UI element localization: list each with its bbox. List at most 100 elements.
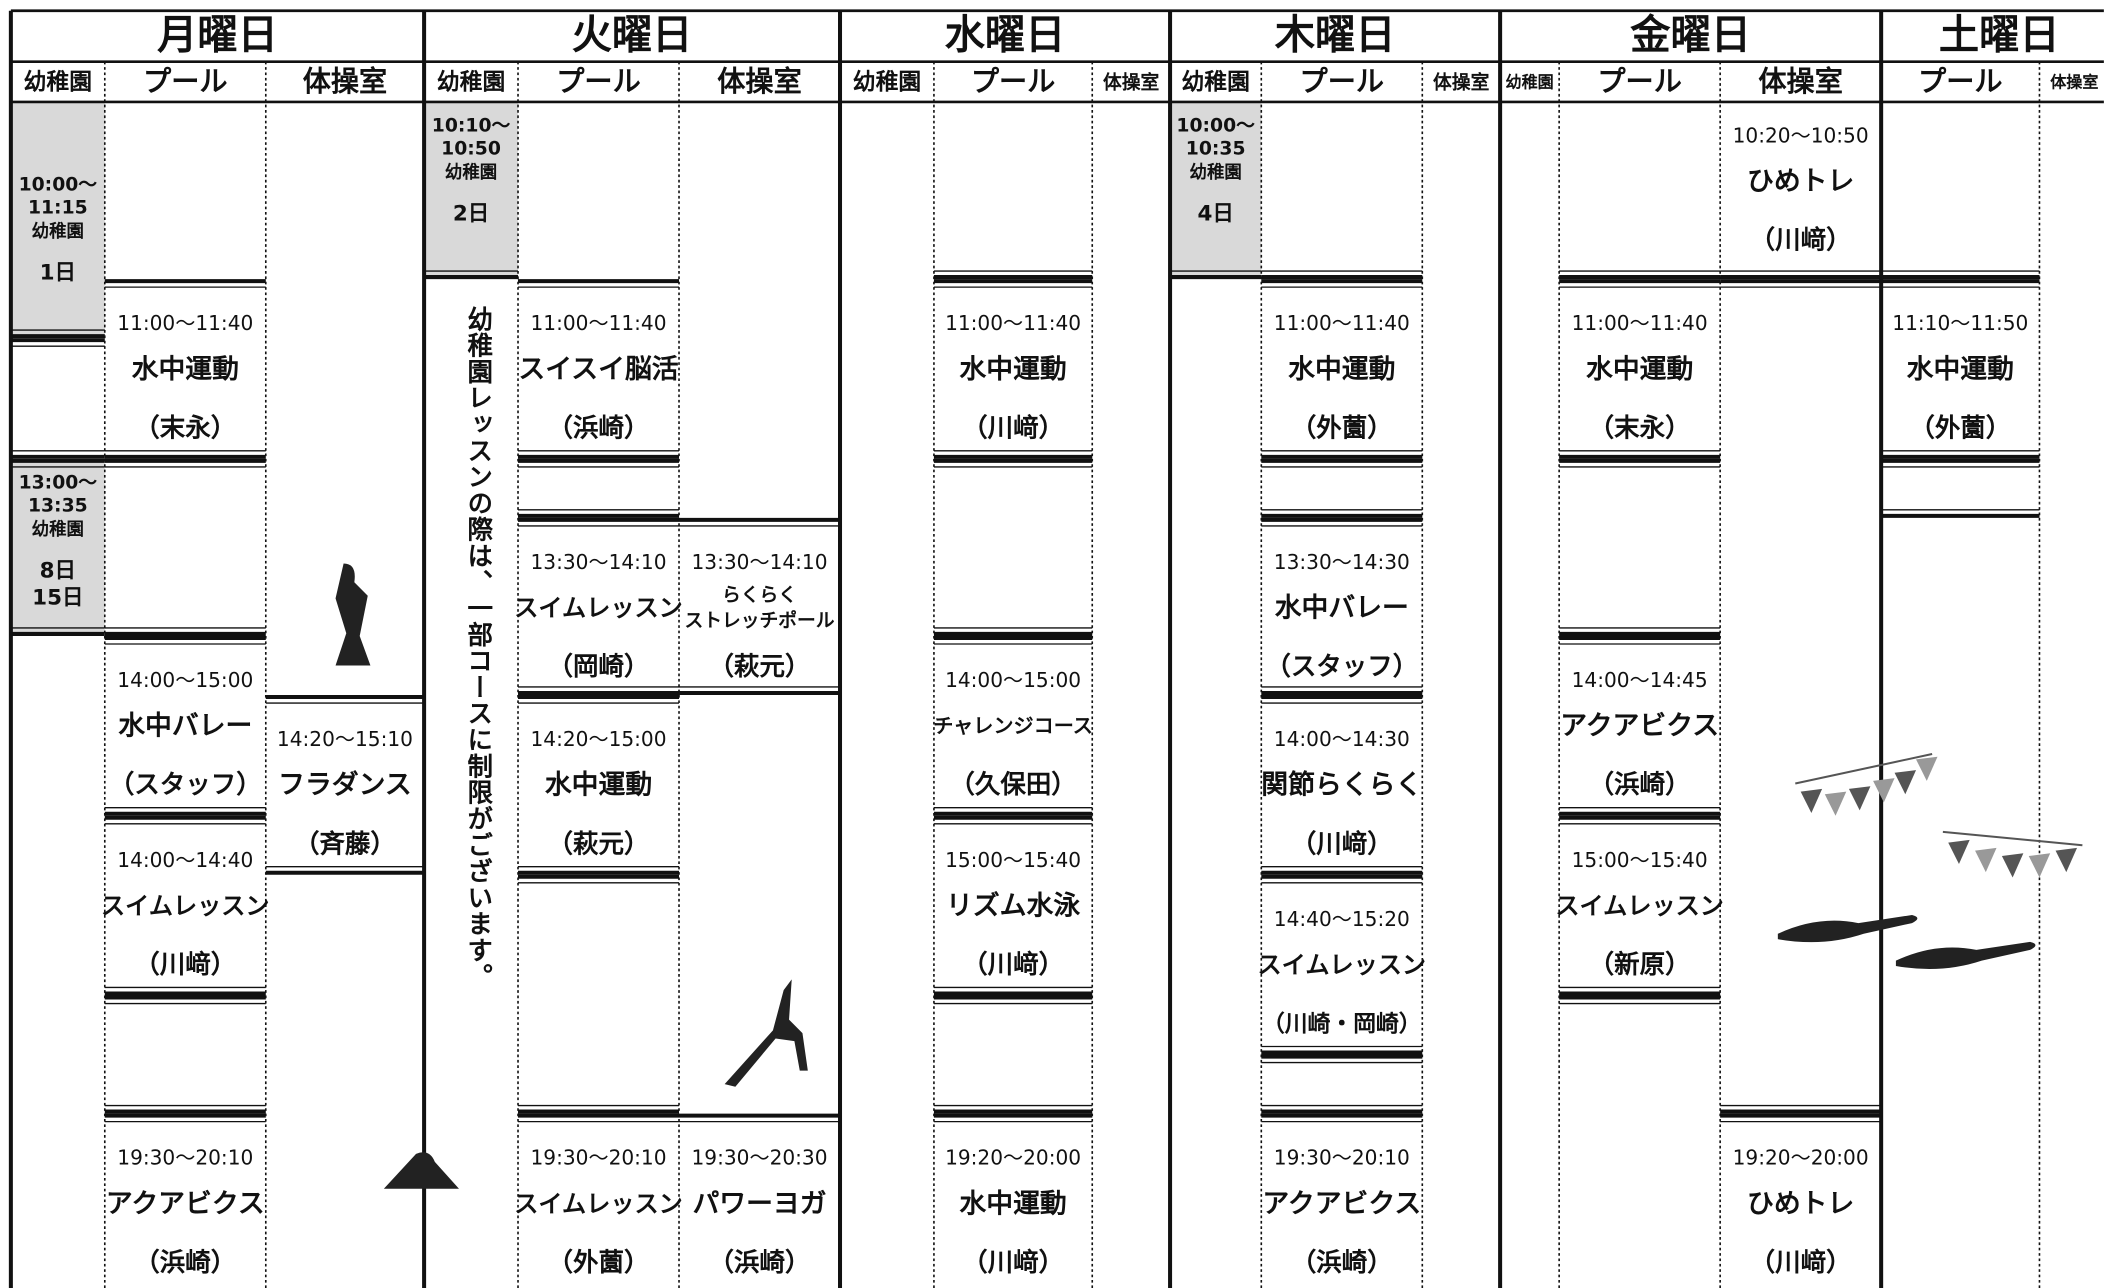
event-time: 10:00～ [19,175,98,196]
event-time: 19:20～20:00 [945,1146,1081,1170]
swimmer [1895,941,2036,970]
event-instructor: （川﨑） [134,950,236,980]
event-name: 水中運動 [1907,354,2014,385]
bunting-flag [1948,839,1970,865]
event-time: 15:00～15:40 [1572,848,1708,872]
event-time: 14:00～14:45 [1572,668,1708,692]
event: 10:20～10:50 ひめトレ （川﨑） [1733,123,1869,255]
kinder-block [10,101,105,339]
event: 19:30～20:10 アクアビクス （浜崎） [1262,1146,1421,1278]
event-instructor: （末永） [134,413,236,443]
event-time: 14:40～15:20 [1274,907,1410,931]
event-instructor: （外薗） [1909,413,2011,443]
column-header: 体操室 [2050,73,2098,92]
swimmer [383,1152,459,1189]
event: 19:30～20:10 アクアビクス （浜崎） [106,1146,265,1278]
event-date: 1日 [40,261,76,286]
event-instructor: （岡崎） [548,652,650,682]
event-time: 11:00～11:40 [1274,311,1410,335]
day-header: 水曜日 [945,13,1066,59]
event: 15:00～15:40 リズム水泳 （川﨑） [945,848,1081,980]
event-name: 水中運動 [959,354,1066,385]
event: 11:00～11:40 スイスイ脳活 （浜崎） [518,311,678,443]
day-header: 月曜日 [157,13,278,59]
event-time: 11:00～11:40 [945,311,1081,335]
column-header: 体操室 [1103,71,1160,94]
column-header: 幼稚園 [437,69,505,96]
event: 19:20～20:00 ひめトレ （川﨑） [1733,1146,1869,1278]
event: 13:30～14:30 水中バレー （スタッフ） [1265,550,1418,682]
bunting-flag [1916,756,1938,781]
bunting-string [1795,753,1933,785]
event-time: 10:50 [441,138,501,159]
event: 19:30～20:10 スイムレッスン （外薗） [514,1146,683,1278]
event-name: らくらく [722,584,797,606]
event-instructor: （斉藤） [294,829,396,859]
event-time: 14:00～15:00 [117,668,253,692]
column-header: 体操室 [1758,65,1842,98]
event-name: 水中運動 [959,1188,1066,1219]
event-name: スイムレッスン [514,594,683,622]
event-name: アクアビクス [1560,711,1719,742]
column-header: プール [143,65,227,98]
event-time: 10:35 [1186,138,1246,159]
event: 14:20～15:00 水中運動 （萩元） [531,727,667,859]
event-instructor: （末永） [1589,413,1691,443]
event-instructor: （浜崎） [1589,770,1691,800]
bunting-flag [2001,853,2024,878]
event-time: 13:35 [28,495,88,516]
event-name: チャレンジコース [933,714,1093,738]
bunting-flag [1975,847,1997,873]
event-instructor: （外薗） [548,1248,650,1278]
event-instructor: （川﨑） [962,1248,1064,1278]
event-name: ひめトレ [1747,166,1854,197]
event-instructor: （川﨑） [1750,225,1852,255]
event-instructor: （久保田） [949,770,1076,800]
event-date: 2日 [453,202,489,227]
yoga-figure [724,979,808,1087]
event-time: 11:10～11:50 [1892,311,2028,335]
event-time: 14:00～14:40 [117,848,253,872]
event-instructor: （川﨑） [1291,829,1393,859]
event: 14:00～14:30 関節らくらく （川﨑） [1261,727,1422,859]
bunting-flag [1800,788,1823,814]
event-name: 水中バレー [1275,593,1409,624]
event: 10:10～10:50 幼稚園 2日 [424,101,519,280]
event-instructor: （新原） [1589,950,1691,980]
event-name: 水中運動 [132,354,239,385]
column-header: プール [1597,65,1681,98]
event-time: 13:00～ [19,473,98,494]
event-instructor: （浜崎） [1291,1248,1393,1278]
event-instructor: （萩元） [709,652,811,682]
event-instructor: （萩元） [548,829,650,859]
event: 14:00～15:00 チャレンジコース （久保田） [933,668,1093,800]
event-name: 水中運動 [545,770,652,801]
event-instructor: （スタッフ） [1265,652,1418,682]
event-time: 15:00～15:40 [945,848,1081,872]
event-time: 19:20～20:00 [1733,1146,1869,1170]
column-header: 体操室 [1433,71,1490,94]
event: 11:00～11:40 水中運動 （末永） [117,311,253,443]
event: 14:20～15:10 フラダンス （斉藤） [277,727,413,859]
column-header: 体操室 [717,65,801,98]
event: 15:00～15:40 スイムレッスン （新原） [1555,848,1724,980]
event-time: 14:00～15:00 [945,668,1081,692]
event-name: スイムレッスン [1258,951,1427,979]
event-date: 4日 [1197,202,1233,227]
event-name: ストレッチポール [684,609,834,632]
event-instructor: （川﨑） [962,413,1064,443]
event: 10:00～11:15 幼稚園 1日 [10,101,105,339]
day-header: 火曜日 [572,13,693,59]
event-name: 水中運動 [1586,354,1693,385]
event-time: 11:00～11:40 [531,311,667,335]
column-header: プール [971,65,1055,98]
bunting-flag [2028,853,2051,878]
event-time: 13:30～14:30 [1274,550,1410,574]
column-header: プール [1300,65,1384,98]
event-time: 19:30～20:10 [1274,1146,1410,1170]
bunting-flag [1848,786,1871,811]
event-time: 13:30～14:10 [692,550,828,574]
event: 10:00～10:35 幼稚園 4日 [1170,101,1262,280]
event-name: 関節らくらく [1261,769,1422,801]
